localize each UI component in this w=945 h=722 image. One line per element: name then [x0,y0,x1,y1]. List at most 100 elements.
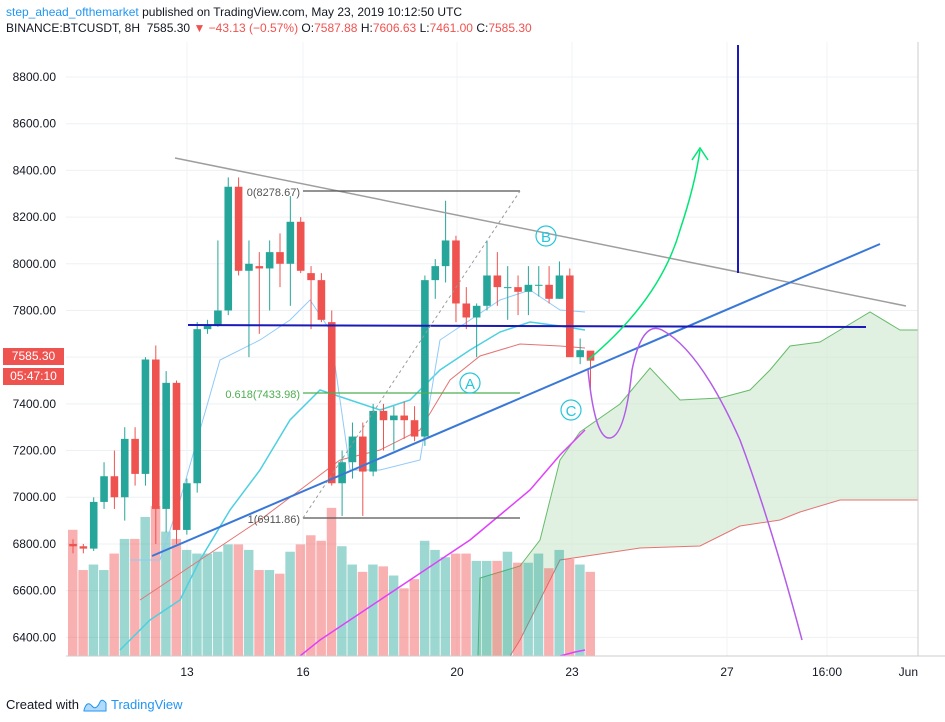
volume-bar [109,553,119,656]
candle-body [379,410,388,421]
candle-body [203,324,212,330]
bar-countdown-tag: 05:47:10 [3,368,64,385]
volume-bar [388,575,399,656]
volume-bar [181,549,192,656]
price-tick-label: 8000.00 [13,257,57,271]
wave-a-label: A [465,376,475,393]
volume-bars [68,506,595,656]
horizontal-level[interactable] [187,324,867,328]
volume-bar [306,535,316,656]
open-value: 7587.88 [314,21,358,35]
candle-body [369,410,377,472]
candle-body [141,359,150,474]
symbol-label: BINANCE:BTCUSDT, 8H [6,21,141,35]
last-price-tag: 7585.30 [3,348,64,365]
time-tick-label: 16 [296,665,310,679]
volume-bar [347,564,357,656]
volume-bar [243,549,254,656]
volume-bar [523,562,533,656]
volume-bar [212,551,223,656]
candle-body [162,382,170,509]
low-value: 7461.00 [429,21,473,35]
plot-area [66,42,918,656]
volume-bar [285,551,295,656]
volume-bar [564,559,575,656]
volume-bar [119,538,130,656]
volume-bar [130,538,140,656]
candle-body [69,543,77,547]
volume-bar [357,571,368,656]
candle-body [100,476,108,502]
close-value: 7585.30 [488,21,532,35]
price-tick-label: 6600.00 [13,584,57,598]
author-link[interactable]: step_ahead_ofthemarket [6,5,139,19]
ascending-trendline[interactable] [151,243,881,557]
volume-bar [482,560,492,656]
candle-body [296,221,305,271]
volume-bar [202,553,213,656]
bullish-projection[interactable] [587,149,701,361]
candle-body [586,350,595,361]
candle-body [276,252,284,264]
candle-body [431,266,440,281]
volume-bar [68,529,78,656]
last-price: 7585.30 [146,21,191,35]
volume-bar [513,562,523,656]
tradingview-logo-icon [83,699,107,711]
price-tick-label: 7000.00 [13,490,57,504]
descending-trendline[interactable] [174,157,907,307]
volume-bar [88,564,99,656]
volume-bar [275,573,285,656]
candle-body [286,221,295,264]
fib-label-bottom: 1(6911.86) [248,514,300,526]
fib-label-top: 0(8278.67) [247,187,300,199]
volume-bar [161,531,171,656]
candle-body [545,284,553,299]
close-label: C: [476,21,489,35]
wave-b-label: B [541,229,551,246]
candle-body [172,382,181,530]
tradingview-link[interactable]: TradingView [110,697,183,712]
price-tick-label: 8600.00 [13,117,57,131]
volume-bar [492,560,502,656]
volume-bar [254,570,264,656]
volume-bar [140,516,150,656]
candle-body [120,438,129,498]
price-tick-label: 8200.00 [13,210,57,224]
candle-body [79,546,88,549]
candle-body [110,476,119,498]
candle-body [462,303,471,318]
volume-bar [171,538,181,656]
low-label: L: [419,21,430,35]
candle-body [131,438,139,474]
down-arrow-icon: ▼ [193,21,206,35]
volume-bar [450,553,461,656]
volume-bar [585,571,595,656]
volume-bar [378,566,388,656]
volume-bar [533,553,544,656]
price-tick-label: 7400.00 [13,397,57,411]
high-value: 7606.63 [372,21,417,35]
volume-bar [223,544,233,656]
price-tick-label: 8800.00 [13,70,57,84]
volume-bar [150,506,161,656]
candle-body [390,415,398,421]
price-tick-label: 6800.00 [13,537,57,551]
candle-body [265,252,274,269]
sma-line [299,429,586,656]
time-axis[interactable]: 13 16 20 23 27 16:00 Jun [180,665,918,679]
candle-body [152,359,160,509]
bearish-projection[interactable] [587,327,803,641]
candle-body [234,186,243,271]
candle-body [348,436,357,463]
time-tick-label: 13 [180,665,194,679]
volume-bar [337,546,347,656]
candle-body [493,275,502,288]
candle-body [245,263,253,271]
volume-bar [399,588,409,656]
volume-bar [295,544,306,656]
candle-body [576,350,584,358]
volume-bar [233,544,244,656]
candle-body [421,280,429,437]
